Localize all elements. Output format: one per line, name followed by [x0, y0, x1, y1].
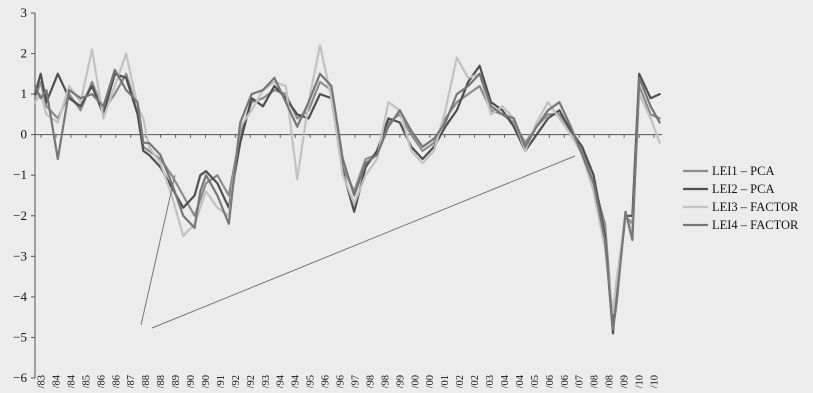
x-tick-label: 3/1/06 — [545, 375, 556, 388]
x-tick-label: 7/1/03 — [485, 375, 496, 388]
x-tick-label: 3/1/86 — [96, 375, 107, 388]
x-tick-label: 7/1/93 — [261, 375, 272, 388]
x-tick-label: 11/1/04 — [515, 374, 526, 388]
x-tick-label: 7/1/91 — [216, 375, 227, 388]
x-tick-label: 11/1/86 — [111, 375, 122, 388]
x-tick-label: 11/1/08 — [605, 375, 616, 388]
x-tick-label: 7/1/85 — [81, 375, 92, 388]
x-tick-label: 11/1/00 — [425, 375, 436, 388]
x-tick-label: 3/1/04 — [500, 374, 511, 388]
x-tick-label: 3/1/98 — [365, 375, 376, 388]
x-tick-label: 3/1/02 — [455, 375, 466, 388]
x-tick-label: 11/1/10 — [650, 375, 661, 388]
y-tick-label: 1 — [21, 86, 28, 101]
x-tick-label: 3/1/88 — [141, 375, 152, 388]
x-tick-label: 3/1/94 — [276, 374, 287, 388]
x-tick-label: 11/1/98 — [380, 375, 391, 388]
x-tick-label: 3/1/10 — [635, 375, 646, 388]
series-lines — [33, 44, 661, 335]
legend-label: LEI1 – PCA — [712, 164, 775, 178]
y-tick-label: 2 — [21, 46, 28, 61]
x-tick-label: 7/1/97 — [350, 375, 361, 388]
y-tick-label: −6 — [13, 370, 27, 385]
legend-label: LEI2 – PCA — [712, 182, 775, 196]
y-tick-label: −5 — [13, 329, 27, 344]
x-tick-label: 7/1/89 — [171, 375, 182, 388]
y-tick-label: −4 — [13, 289, 27, 304]
x-tick-label: 11/1/84 — [66, 374, 77, 388]
annotation-arrow-1 — [140, 174, 176, 326]
x-tick-label: 11/1/92 — [246, 375, 257, 388]
y-tick-label: 3 — [21, 5, 28, 20]
annotation-arrow-2 — [151, 155, 576, 329]
x-tick-label: 11/1/88 — [156, 375, 167, 388]
x-tick-label: 7/1/99 — [395, 375, 406, 388]
y-tick-label: −2 — [13, 208, 27, 223]
x-tick-label: 7/1/07 — [575, 375, 586, 388]
x-tick-label: 3/1/00 — [410, 375, 421, 388]
x-tick-label: 3/1/90 — [186, 375, 197, 388]
x-tick-label: 3/1/92 — [231, 375, 242, 388]
x-tick-label: 7/1/95 — [306, 375, 317, 388]
x-tick-label: 3/1/08 — [590, 375, 601, 388]
series-line-lei4 — [33, 68, 661, 331]
x-tick-label: 11/1/02 — [470, 375, 481, 388]
x-tick-label: 3/1/96 — [321, 375, 332, 388]
legend-label: LEI4 – FACTOR — [712, 218, 799, 232]
legend-label: LEI3 – FACTOR — [712, 200, 799, 214]
x-tick-label: 3/1/84 — [51, 374, 62, 388]
x-tick-label: 11/1/90 — [201, 375, 212, 388]
x-tick-label: 7/1/87 — [126, 375, 137, 388]
legend: LEI1 – PCA LEI2 – PCA LEI3 – FACTOR LEI4 – … — [683, 164, 799, 232]
series-line-lei2 — [33, 64, 661, 335]
x-tick-label: 7/1/83 — [37, 375, 48, 388]
y-tick-label: −3 — [13, 248, 27, 263]
x-tick-label: 7/1/05 — [530, 375, 541, 388]
x-tick-label: 7/1/09 — [620, 375, 631, 388]
x-tick-label: 11/1/96 — [336, 375, 347, 388]
x-tick-label: 7/1/01 — [440, 375, 451, 388]
series-line-lei1 — [33, 72, 661, 327]
y-tick-label: −1 — [13, 167, 27, 182]
x-axis: 7/1/833/1/84 11/1/84 7/1/85 3/1/86 11/1/86 7/… — [35, 134, 662, 393]
x-tick-label: 11/1/94 — [291, 374, 302, 388]
x-tick-label: 11/1/06 — [560, 375, 571, 388]
y-tick-label: 0 — [21, 127, 28, 142]
y-axis: 3 2 1 0 −1 −2 −3 −4 −5 −6 — [13, 5, 36, 385]
annotation-arrows — [140, 155, 576, 329]
